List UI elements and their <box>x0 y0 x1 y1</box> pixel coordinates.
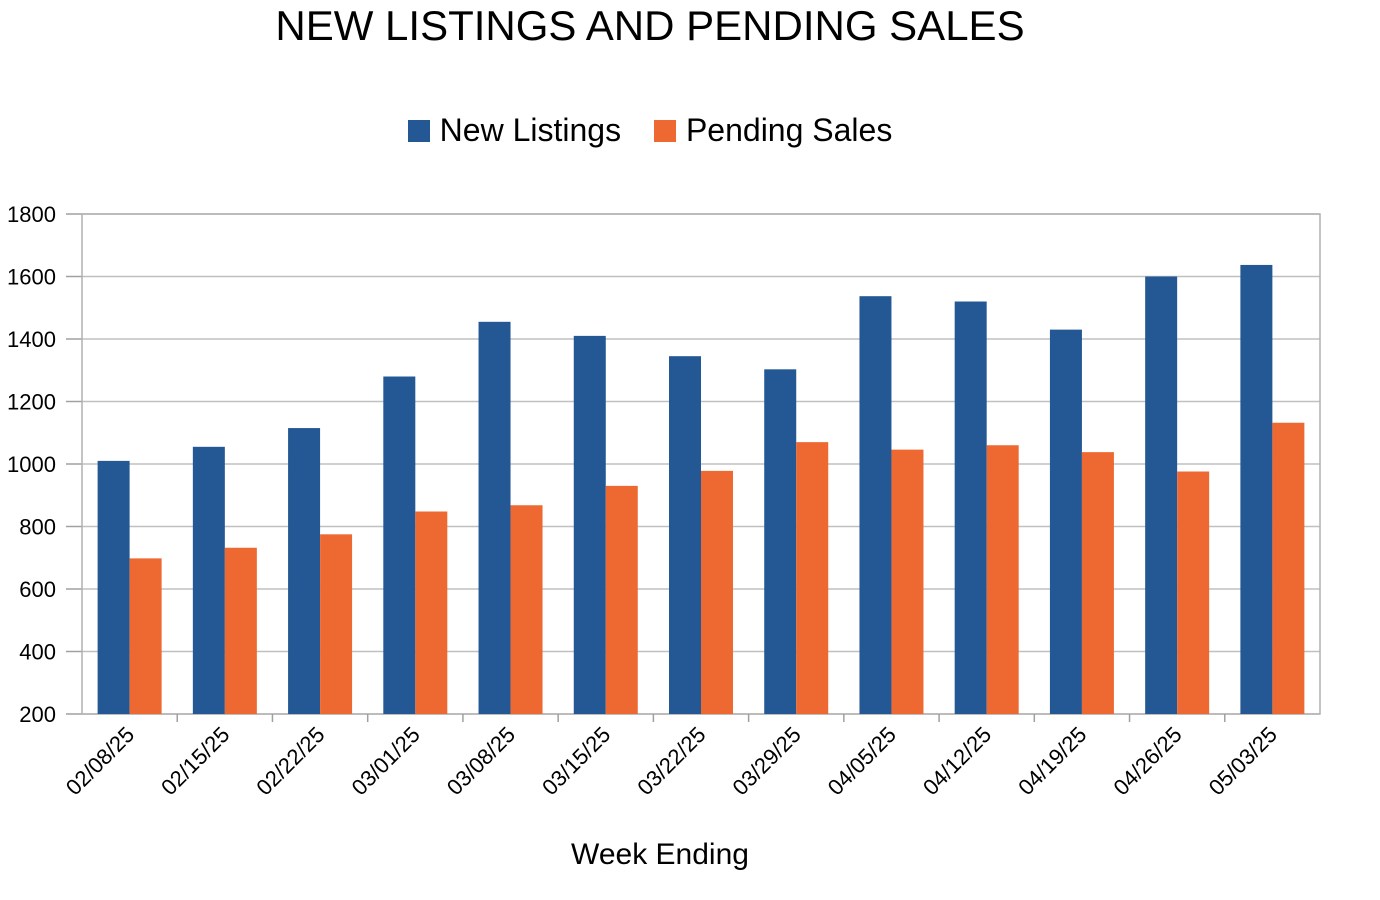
y-tick-label: 1000 <box>7 452 56 477</box>
y-tick-label: 800 <box>19 515 56 540</box>
bar-new-listings <box>383 376 416 714</box>
chart-title: NEW LISTINGS AND PENDING SALES <box>275 2 1025 49</box>
x-tick-label: 02/08/25 <box>61 722 139 800</box>
bar-pending-sales <box>129 558 162 714</box>
y-tick-label: 200 <box>19 702 56 727</box>
legend-label-pending-sales: Pending Sales <box>685 112 893 148</box>
y-tick-label: 1800 <box>7 202 56 227</box>
x-tick-label: 02/15/25 <box>156 722 234 800</box>
y-tick-label: 400 <box>19 640 56 665</box>
legend-swatch-pending-sales <box>653 119 676 142</box>
x-tick-label: 04/12/25 <box>918 722 996 800</box>
bar-new-listings <box>669 356 701 714</box>
bar-new-listings <box>573 335 606 714</box>
x-tick-label: 03/08/25 <box>442 722 520 800</box>
y-tick-label: 1600 <box>7 265 56 290</box>
bar-pending-sales <box>986 445 1019 714</box>
x-tick-label: 04/19/25 <box>1013 722 1091 800</box>
legend-label-new-listings: New Listings <box>439 112 622 148</box>
bar-new-listings <box>1145 276 1178 714</box>
bar-new-listings <box>1240 264 1273 714</box>
bar-pending-sales <box>1177 471 1210 714</box>
bar-new-listings <box>478 321 511 714</box>
bar-pending-sales <box>701 470 733 714</box>
y-tick-label: 1200 <box>7 390 56 415</box>
bar-pending-sales <box>796 442 829 714</box>
x-tick-label: 03/01/25 <box>347 722 425 800</box>
y-tick-label: 600 <box>19 577 56 602</box>
y-tick-label: 1400 <box>7 327 56 352</box>
legend-item-new-listings: New Listings <box>407 112 622 149</box>
bar-pending-sales <box>224 547 257 714</box>
bar-new-listings <box>859 296 892 714</box>
bar-new-listings <box>97 460 130 714</box>
legend-item-pending-sales: Pending Sales <box>653 112 893 149</box>
bar-new-listings <box>764 369 797 714</box>
bar-new-listings <box>954 301 987 714</box>
x-tick-label: 05/03/25 <box>1204 722 1282 800</box>
bar-pending-sales <box>605 485 638 714</box>
x-tick-label: 03/22/25 <box>632 722 710 800</box>
x-tick-label: 03/29/25 <box>728 722 806 800</box>
bar-pending-sales <box>1081 452 1114 714</box>
x-tick-label: 02/22/25 <box>251 722 329 800</box>
bar-new-listings <box>192 446 225 714</box>
bar-pending-sales <box>415 511 448 714</box>
bar-new-listings <box>1049 329 1082 714</box>
legend-swatch-new-listings <box>407 119 430 142</box>
x-tick-label: 04/05/25 <box>823 722 901 800</box>
x-tick-label: 03/15/25 <box>537 722 615 800</box>
x-tick-label: 04/26/25 <box>1108 722 1186 800</box>
bar-pending-sales <box>891 449 924 714</box>
bar-pending-sales <box>320 534 353 714</box>
bar-new-listings <box>288 428 321 714</box>
legend: New Listings Pending Sales <box>0 112 1300 150</box>
x-axis-title: Week Ending <box>571 838 749 871</box>
bar-pending-sales <box>510 505 543 714</box>
bar-pending-sales <box>1272 422 1305 714</box>
